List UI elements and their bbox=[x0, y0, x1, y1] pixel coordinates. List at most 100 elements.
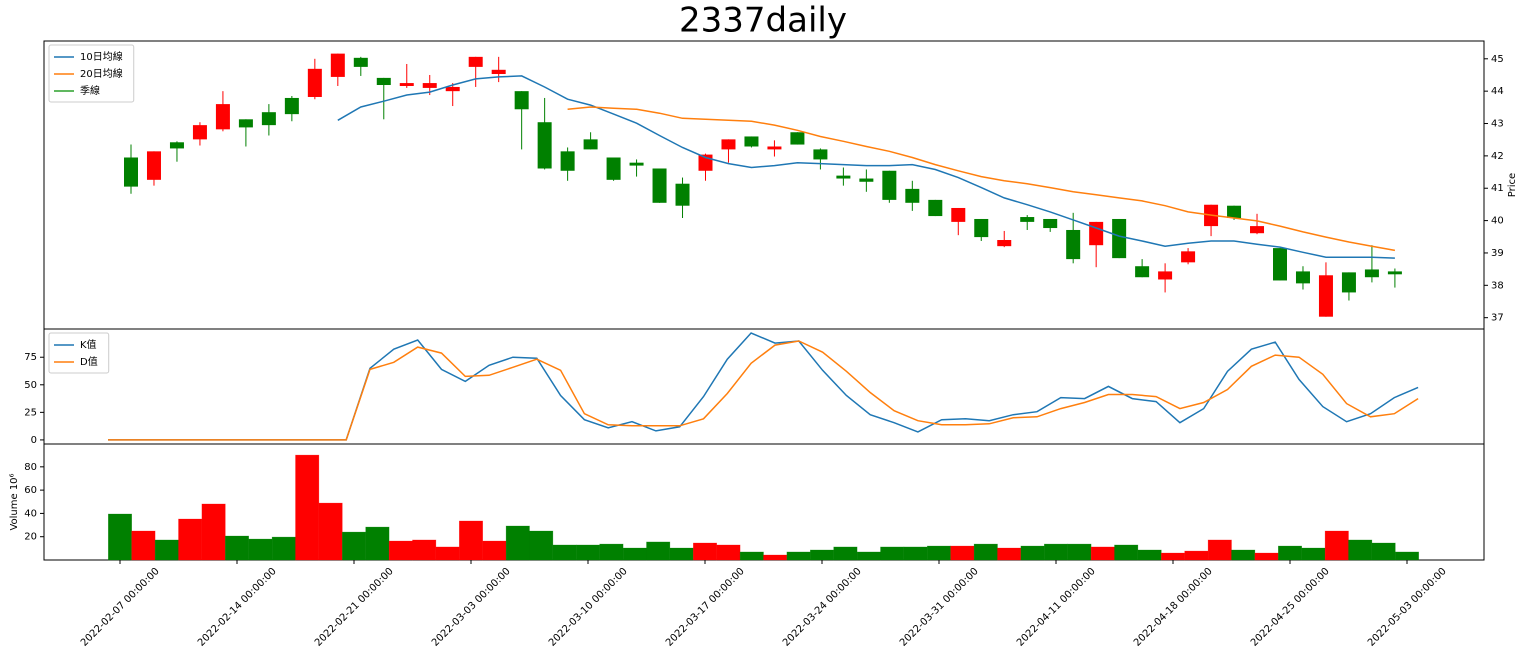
volume-bar bbox=[973, 543, 998, 561]
candle-body bbox=[307, 68, 322, 97]
kd-panel bbox=[43, 328, 1485, 445]
candle-body bbox=[491, 69, 506, 75]
volume-bar bbox=[669, 547, 694, 561]
candle-body bbox=[951, 207, 966, 222]
volume-bar bbox=[599, 543, 624, 561]
candle-body bbox=[215, 104, 230, 130]
volume-bar bbox=[575, 544, 600, 561]
volume-bar bbox=[786, 551, 811, 561]
volume-bar bbox=[435, 546, 460, 561]
y-tick-label: 40 bbox=[24, 508, 37, 519]
candle-body bbox=[813, 149, 828, 160]
volume-bar bbox=[1278, 545, 1303, 561]
volume-bar bbox=[1301, 547, 1326, 561]
candle-body bbox=[537, 122, 552, 169]
candle-body bbox=[399, 83, 414, 86]
volume-bar bbox=[997, 547, 1022, 561]
candle-body bbox=[744, 136, 759, 147]
volume-bar bbox=[1231, 549, 1256, 561]
volume-bar bbox=[1020, 545, 1045, 561]
candle-body bbox=[790, 132, 805, 145]
y-tick-label: 25 bbox=[24, 407, 37, 418]
legend bbox=[48, 44, 135, 103]
volume-bar bbox=[926, 545, 951, 561]
candle-body bbox=[1066, 229, 1081, 260]
candle-body bbox=[859, 178, 874, 182]
volume-bar bbox=[225, 535, 250, 561]
volume-bar bbox=[809, 549, 834, 561]
candle-body bbox=[422, 83, 437, 88]
volume-bar bbox=[108, 513, 133, 561]
candle-body bbox=[146, 151, 161, 180]
x-tick-label: 2022-02-21 00:00:00 bbox=[313, 566, 396, 649]
legend-label: 20日均線 bbox=[80, 67, 123, 80]
volume-bar bbox=[412, 539, 437, 561]
legend-label: 季線 bbox=[80, 84, 100, 97]
candle-body bbox=[1043, 218, 1058, 229]
y-tick-label: 39 bbox=[1491, 248, 1504, 259]
legend bbox=[48, 332, 110, 374]
volume-bar bbox=[1114, 544, 1139, 561]
candle-body bbox=[192, 125, 207, 140]
candle-body bbox=[928, 199, 943, 217]
volume-bar bbox=[1207, 539, 1232, 561]
volume-bar bbox=[552, 544, 577, 561]
y-tick-label: 42 bbox=[1491, 151, 1504, 162]
x-tick-label: 2022-05-03 00:00:00 bbox=[1366, 566, 1449, 649]
candle-body bbox=[583, 139, 598, 150]
candle-body bbox=[124, 157, 138, 187]
volume-bar bbox=[458, 520, 483, 561]
candle-body bbox=[1181, 251, 1196, 263]
candle-body bbox=[629, 162, 644, 166]
volume-bar bbox=[505, 525, 530, 561]
candle-body bbox=[445, 86, 460, 92]
candle-body bbox=[905, 188, 920, 203]
volume-bar bbox=[1324, 530, 1349, 561]
candle-body bbox=[1364, 269, 1379, 278]
candle-body bbox=[1318, 275, 1333, 317]
x-tick-label: 2022-04-11 00:00:00 bbox=[1015, 566, 1098, 649]
volume-bar bbox=[692, 542, 717, 561]
volume-bar bbox=[1067, 543, 1092, 561]
y-tick-label: 50 bbox=[24, 380, 37, 391]
candle-body bbox=[284, 97, 299, 115]
volume-bar bbox=[1090, 546, 1115, 561]
candle-body bbox=[836, 175, 851, 179]
candle-body bbox=[468, 56, 483, 67]
series-line bbox=[108, 332, 1419, 441]
candle-body bbox=[514, 91, 529, 110]
y-tick-label: 45 bbox=[1491, 54, 1504, 65]
volume-bar bbox=[716, 544, 741, 561]
volume-bar bbox=[131, 530, 156, 561]
volume-bar bbox=[856, 551, 881, 561]
chart-title: 2337daily bbox=[679, 1, 847, 41]
candle-body bbox=[721, 139, 736, 150]
y-tick-label: 75 bbox=[24, 352, 37, 363]
y-tick-label: 40 bbox=[1491, 216, 1504, 227]
candle-body bbox=[560, 151, 575, 171]
candle-body bbox=[1135, 266, 1150, 278]
volume-bar bbox=[1161, 552, 1186, 561]
volume-bar bbox=[201, 503, 226, 561]
volume-bar bbox=[1184, 550, 1209, 561]
volume-bar bbox=[739, 551, 764, 561]
candle-body bbox=[353, 57, 368, 67]
series-line bbox=[337, 75, 1395, 259]
candle-body bbox=[1227, 205, 1242, 219]
volume-bar bbox=[1137, 549, 1162, 561]
candle-body bbox=[1112, 218, 1127, 259]
candle-body bbox=[1387, 271, 1402, 275]
candle-body bbox=[882, 170, 897, 200]
candle-body bbox=[238, 119, 253, 128]
candle-body bbox=[261, 112, 276, 126]
y-tick-label: 38 bbox=[1491, 280, 1504, 291]
candle-body bbox=[1273, 248, 1287, 281]
volume-bar bbox=[529, 530, 554, 561]
candle-body bbox=[169, 142, 184, 149]
volume-bar bbox=[880, 546, 905, 561]
volume-bar bbox=[763, 554, 788, 561]
volume-bar bbox=[1348, 539, 1373, 561]
volume-bar bbox=[1371, 542, 1396, 561]
volume-bar bbox=[950, 545, 975, 561]
